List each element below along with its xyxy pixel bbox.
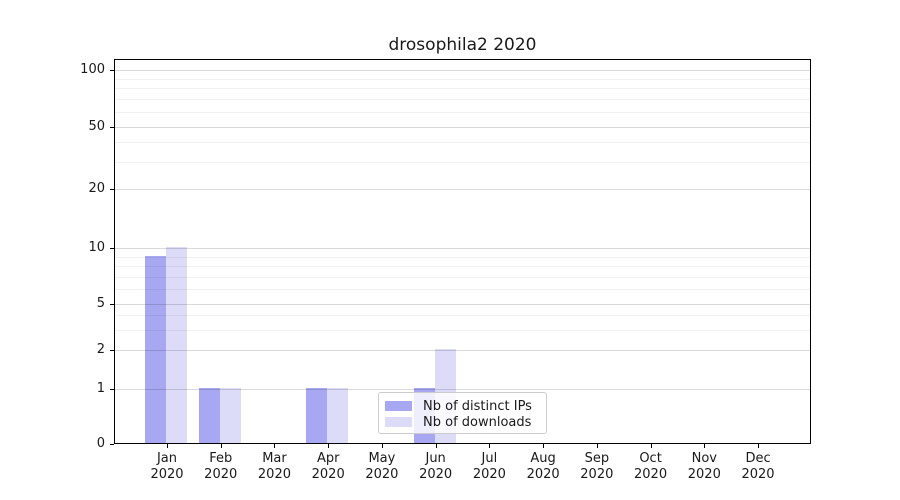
y-gridline-minor <box>115 161 810 163</box>
x-tick-month: Apr <box>316 451 340 466</box>
x-tick-year: 2020 <box>741 467 775 482</box>
legend-entry-downloads: Nb of downloads <box>385 414 546 430</box>
bar-nb-of-distinct-ips-jan <box>145 255 166 443</box>
y-gridline-minor <box>115 266 810 268</box>
y-gridline-major <box>115 248 810 249</box>
y-tick <box>110 127 114 128</box>
x-tick <box>274 444 276 448</box>
x-tick-month: Jan <box>156 451 178 466</box>
bar-nb-of-downloads-jan <box>166 247 187 443</box>
x-tick-label: Mar 2020 <box>242 451 306 483</box>
x-tick-label: Dec 2020 <box>726 451 790 483</box>
x-tick-label: Jun 2020 <box>404 451 468 483</box>
x-tick <box>704 444 706 448</box>
x-tick-label: Nov 2020 <box>672 451 736 483</box>
y-gridline-minor <box>115 315 810 317</box>
y-tick <box>110 70 114 71</box>
y-gridline-major <box>115 350 810 351</box>
x-tick-year: 2020 <box>634 467 668 482</box>
x-tick-year: 2020 <box>687 467 721 482</box>
x-tick <box>328 444 330 448</box>
y-gridline-minor <box>115 289 810 291</box>
legend-swatch-distinct-ips-icon <box>385 401 412 411</box>
y-tick <box>110 248 114 249</box>
y-gridline-minor <box>115 276 810 278</box>
x-tick-label: Jul 2020 <box>457 451 521 483</box>
bar-nb-of-distinct-ips-feb <box>198 388 220 443</box>
y-gridline-minor <box>115 112 810 113</box>
x-tick-month: Nov <box>691 451 717 466</box>
y-gridline-major <box>115 304 810 305</box>
x-tick-label: Apr 2020 <box>296 451 360 483</box>
y-tick-label: 5 <box>96 296 105 311</box>
x-tick-year: 2020 <box>526 467 560 482</box>
x-tick-year: 2020 <box>580 467 614 482</box>
x-tick <box>489 444 491 448</box>
x-tick-month: Oct <box>639 451 662 466</box>
x-tick-year: 2020 <box>419 467 453 482</box>
y-tick-label: 50 <box>88 119 105 134</box>
y-gridline-minor <box>115 256 810 258</box>
legend-swatch-downloads-icon <box>385 417 412 427</box>
x-tick <box>435 444 437 448</box>
y-gridline-major <box>115 127 810 128</box>
bar-nb-of-downloads-apr <box>327 388 349 443</box>
legend-label-distinct-ips: Nb of distinct IPs <box>423 398 532 414</box>
y-tick-label: 100 <box>80 62 105 77</box>
y-gridline-major <box>115 189 810 190</box>
x-tick <box>758 444 760 448</box>
x-tick-label: Aug 2020 <box>511 451 575 483</box>
x-tick-month: Jul <box>481 451 498 466</box>
x-tick-month: Jun <box>425 451 446 466</box>
x-tick-label: Feb 2020 <box>189 451 253 483</box>
x-tick-month: Sep <box>584 451 610 466</box>
legend-entry-distinct-ips: Nb of distinct IPs <box>385 398 546 414</box>
x-tick-label: May 2020 <box>350 451 414 483</box>
x-tick <box>543 444 545 448</box>
x-tick-month: Dec <box>745 451 771 466</box>
chart-title: drosophila2 2020 <box>388 35 537 55</box>
x-tick <box>220 444 222 448</box>
x-tick-month: May <box>368 451 396 466</box>
y-tick-label: 0 <box>96 436 105 451</box>
y-tick <box>110 350 114 351</box>
y-tick-label: 20 <box>88 181 105 196</box>
plot-area <box>114 59 811 444</box>
x-tick <box>596 444 598 448</box>
x-tick-year: 2020 <box>365 467 399 482</box>
x-tick-month: Feb <box>209 451 233 466</box>
legend-label-downloads: Nb of downloads <box>423 414 532 430</box>
x-tick-year: 2020 <box>257 467 291 482</box>
x-tick-label: Sep 2020 <box>565 451 629 483</box>
x-tick-year: 2020 <box>150 467 184 482</box>
x-tick <box>381 444 383 448</box>
y-tick-label: 10 <box>88 240 105 255</box>
x-tick-year: 2020 <box>472 467 506 482</box>
y-gridline-minor <box>115 142 810 144</box>
y-gridline-minor <box>115 329 810 331</box>
y-tick <box>110 189 114 190</box>
x-tick-label: Oct 2020 <box>619 451 683 483</box>
y-tick <box>110 444 114 445</box>
x-tick-month: Aug <box>530 451 556 466</box>
y-tick <box>110 389 114 390</box>
y-tick-label: 1 <box>96 381 105 396</box>
x-tick <box>167 444 168 448</box>
x-tick-year: 2020 <box>311 467 345 482</box>
y-tick-label: 2 <box>96 342 105 357</box>
x-tick-month: Mar <box>262 451 287 466</box>
y-gridline-minor <box>115 88 810 90</box>
legend: Nb of distinct IPs Nb of downloads <box>378 392 547 434</box>
y-gridline-major <box>115 70 810 71</box>
y-tick <box>110 304 114 305</box>
x-tick-year: 2020 <box>204 467 238 482</box>
x-tick <box>650 444 652 448</box>
bar-nb-of-distinct-ips-apr <box>306 388 328 443</box>
bar-nb-of-downloads-feb <box>219 388 241 443</box>
y-gridline-minor <box>115 99 810 101</box>
x-tick-label: Jan 2020 <box>135 451 199 483</box>
y-gridline-minor <box>115 78 810 80</box>
